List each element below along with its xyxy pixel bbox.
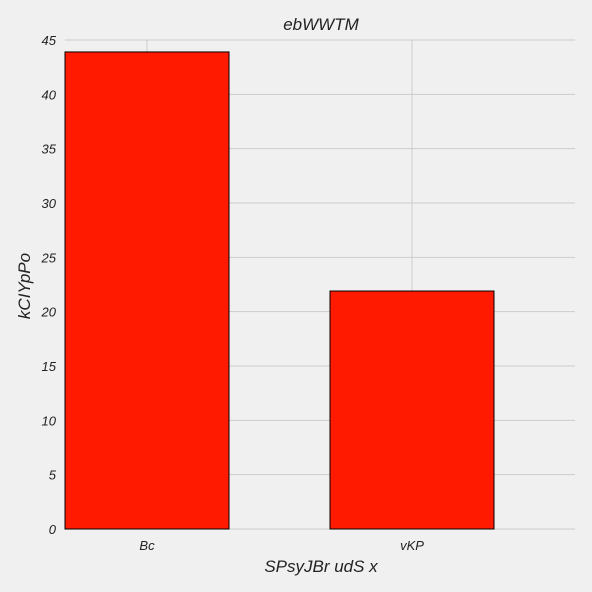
x-tick-label: Bc	[139, 538, 155, 553]
y-axis-label: kCIYpPo	[15, 253, 34, 319]
x-axis-label: SPsyJBr udS x	[264, 557, 378, 576]
bar-vkp	[329, 290, 495, 530]
y-tick-label: 20	[41, 305, 57, 320]
bar-bc	[64, 51, 230, 530]
chart-title: ebWWTM	[283, 15, 359, 34]
bars	[64, 51, 495, 530]
y-tick-label: 10	[42, 413, 57, 428]
y-tick-label: 15	[42, 359, 57, 374]
y-tick-label: 25	[41, 250, 57, 265]
y-tick-label: 0	[49, 522, 57, 537]
y-tick-label: 35	[42, 142, 57, 157]
y-tick-label: 30	[42, 196, 57, 211]
y-tick-label: 45	[42, 33, 57, 48]
x-tick-labels: Bc vKP	[139, 538, 424, 553]
y-tick-label: 5	[49, 468, 57, 483]
x-tick-label: vKP	[400, 538, 424, 553]
y-tick-label: 40	[42, 87, 57, 102]
y-tick-labels: 0 5 10 15 20 25 30 35 40 45	[41, 33, 57, 537]
